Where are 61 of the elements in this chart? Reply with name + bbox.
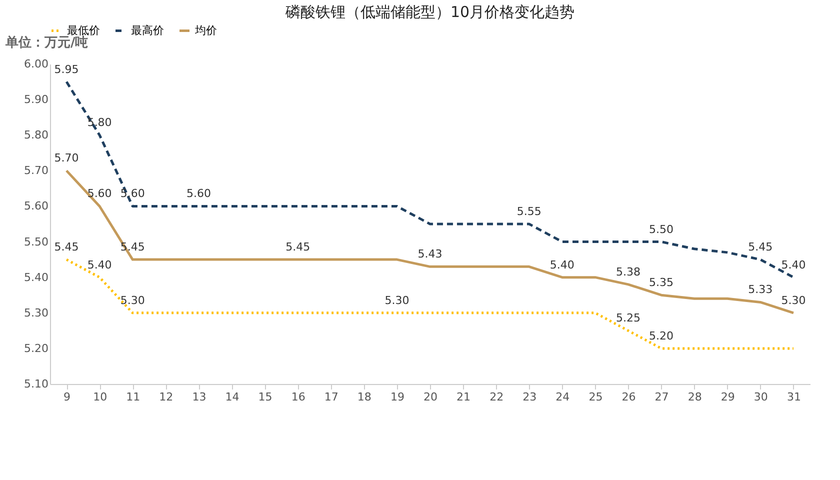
y-tick-label: 5.70: [24, 164, 48, 178]
data-label: 5.35: [649, 276, 674, 290]
x-tick-label: 19: [390, 390, 404, 404]
legend-label: 最低价: [67, 24, 100, 37]
x-tick-label: 24: [556, 390, 570, 404]
x-tick-label: 23: [522, 390, 537, 404]
data-label: 5.50: [649, 222, 674, 236]
legend-label: 均价: [194, 24, 217, 37]
y-tick-label: 5.10: [24, 378, 48, 390]
data-label: 5.45: [54, 240, 79, 254]
x-tick-label: 14: [225, 390, 240, 404]
x-tick-label: 17: [324, 390, 338, 404]
data-label: 5.60: [186, 187, 211, 200]
chart-title: 磷酸铁锂（低端储能型）10月价格变化趋势: [284, 3, 575, 21]
data-label: 5.30: [384, 294, 410, 307]
data-label: 5.25: [616, 312, 641, 325]
x-tick-label: 9: [64, 390, 71, 404]
data-label: 5.70: [54, 152, 79, 165]
data-label: 5.40: [781, 258, 806, 272]
y-tick-label: 5.80: [24, 128, 48, 142]
y-tick-label: 5.90: [24, 93, 48, 106]
legend-label: 最高价: [131, 24, 164, 37]
x-tick-label: 28: [688, 390, 702, 404]
x-tick-label: 21: [456, 390, 471, 404]
x-tick-label: 20: [424, 390, 438, 404]
x-tick-label: 10: [93, 390, 108, 404]
x-tick-label: 31: [786, 390, 801, 404]
x-tick-label: 29: [720, 390, 735, 404]
x-tick-label: 30: [754, 390, 768, 404]
data-label: 5.45: [286, 240, 310, 254]
data-label: 5.80: [87, 116, 112, 130]
x-tick-label: 12: [159, 390, 174, 404]
data-label: 5.40: [87, 258, 112, 272]
data-label: 5.38: [616, 265, 641, 278]
y-tick-label: 5.40: [24, 270, 48, 284]
data-label: 5.30: [120, 294, 145, 307]
x-tick-label: 13: [192, 390, 206, 404]
y-axis-title: 单位：万元/吨: [4, 34, 88, 50]
data-label: 5.95: [54, 62, 79, 76]
data-label: 5.60: [120, 187, 145, 200]
x-tick-label: 25: [588, 390, 603, 404]
data-label: 5.20: [649, 329, 674, 342]
y-tick-label: 5.60: [24, 200, 48, 213]
x-tick-label: 22: [490, 390, 504, 404]
x-tick-label: 26: [622, 390, 636, 404]
x-tick-label: 18: [357, 390, 372, 404]
data-label: 5.33: [748, 283, 773, 296]
y-tick-label: 5.20: [24, 342, 48, 355]
x-tick-label: 11: [126, 390, 140, 404]
data-label: 5.45: [748, 240, 773, 254]
data-label: 5.55: [516, 205, 542, 218]
y-tick-label: 5.30: [24, 306, 48, 320]
x-tick-label: 15: [258, 390, 272, 404]
x-tick-label: 27: [654, 390, 669, 404]
data-label: 5.40: [550, 258, 574, 272]
y-tick-label: 6.00: [24, 58, 48, 70]
data-label: 5.30: [781, 294, 806, 307]
x-tick-label: 16: [291, 390, 306, 404]
data-label: 5.43: [418, 248, 442, 261]
y-tick-label: 5.50: [24, 235, 48, 248]
data-label: 5.60: [87, 187, 112, 200]
